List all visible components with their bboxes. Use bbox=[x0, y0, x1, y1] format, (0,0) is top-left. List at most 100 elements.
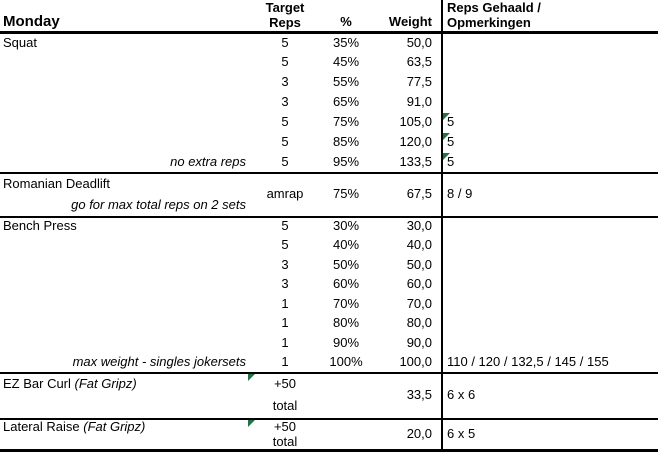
exercise-name-cell[interactable] bbox=[0, 53, 248, 73]
weight-cell[interactable]: 100,0 bbox=[370, 353, 442, 374]
exercise-name-cell[interactable] bbox=[0, 314, 248, 334]
weight-cell[interactable]: 70,0 bbox=[406, 295, 432, 311]
percent-cell[interactable]: 35% bbox=[332, 34, 360, 50]
target-reps-cell[interactable]: 1 bbox=[281, 295, 289, 311]
percent-cell[interactable]: 70% bbox=[332, 295, 360, 311]
result-cell[interactable]: 5 bbox=[441, 152, 658, 174]
weight-cell[interactable]: 80,0 bbox=[406, 315, 432, 331]
percent-cell[interactable]: 90% bbox=[332, 334, 360, 350]
exercise-name-cell[interactable] bbox=[0, 334, 248, 354]
result-cell[interactable]: 5 bbox=[441, 132, 658, 153]
exercise-name-cell[interactable]: Bench Press bbox=[3, 218, 77, 234]
weight-cell[interactable]: 133,5 bbox=[370, 152, 442, 174]
target-reps-cell[interactable]: 5 bbox=[281, 54, 289, 70]
target-reps-header-cell[interactable]: Target Reps bbox=[248, 0, 322, 34]
result-cell[interactable] bbox=[441, 255, 658, 275]
result-cell[interactable] bbox=[441, 275, 658, 295]
target-reps-cell[interactable]: +50 bbox=[248, 373, 322, 396]
weight-cell[interactable]: 63,5 bbox=[406, 54, 432, 70]
weight-cell[interactable]: 105,0 bbox=[399, 114, 432, 130]
result-cell[interactable] bbox=[441, 52, 658, 73]
weight-cell[interactable]: 77,5 bbox=[406, 74, 432, 90]
target-reps-cell[interactable]: total bbox=[248, 434, 322, 453]
exercise-name-cell[interactable] bbox=[0, 113, 248, 133]
result-cell[interactable] bbox=[441, 236, 658, 256]
exercise-name-cell[interactable] bbox=[0, 73, 248, 93]
percent-cell[interactable]: 100% bbox=[322, 353, 370, 374]
percent-cell[interactable] bbox=[322, 434, 370, 453]
weight-cell[interactable]: 90,0 bbox=[406, 334, 432, 350]
exercise-name-cell[interactable]: Squat bbox=[3, 34, 37, 50]
percent-cell[interactable]: 45% bbox=[332, 54, 360, 70]
percent-cell[interactable] bbox=[322, 419, 370, 435]
weight-cell[interactable]: 30,0 bbox=[406, 218, 432, 234]
target-reps-cell[interactable]: 5 bbox=[248, 152, 322, 174]
percent-cell[interactable]: 30% bbox=[332, 218, 360, 234]
target-reps-cell[interactable]: 5 bbox=[281, 237, 289, 253]
result-cell[interactable] bbox=[441, 32, 658, 53]
weight-cell[interactable]: 91,0 bbox=[406, 94, 432, 110]
target-reps-cell[interactable]: 3 bbox=[281, 94, 289, 110]
result-cell[interactable] bbox=[441, 314, 658, 334]
percent-header-cell[interactable]: % bbox=[322, 0, 370, 34]
result-cell[interactable] bbox=[441, 333, 658, 353]
weight-cell[interactable]: 40,0 bbox=[406, 237, 432, 253]
result-cell[interactable] bbox=[441, 72, 658, 93]
weight-cell[interactable]: 120,0 bbox=[399, 134, 432, 150]
exercise-note-cell[interactable]: no extra reps bbox=[0, 152, 248, 174]
percent-cell[interactable]: 80% bbox=[332, 315, 360, 331]
exercise-name-cell[interactable]: EZ Bar Curl (Fat Gripz) bbox=[0, 373, 248, 396]
target-reps-cell[interactable]: +50 bbox=[248, 419, 322, 435]
result-cell[interactable] bbox=[441, 92, 658, 113]
percent-cell[interactable] bbox=[322, 373, 370, 396]
exercise-note-cell[interactable]: max weight - singles jokersets bbox=[0, 353, 248, 374]
exercise-name-cell[interactable] bbox=[0, 93, 248, 113]
result-cell[interactable]: 6 x 5 bbox=[441, 418, 658, 453]
result-cell[interactable] bbox=[441, 294, 658, 314]
exercise-name-cell[interactable]: Lateral Raise (Fat Gripz) bbox=[0, 419, 248, 435]
weight-cell[interactable]: 50,0 bbox=[406, 34, 432, 50]
percent-cell[interactable]: 50% bbox=[332, 256, 360, 272]
exercise-name-cell[interactable] bbox=[0, 133, 248, 153]
exercise-name-cell[interactable] bbox=[0, 295, 248, 315]
percent-cell[interactable]: 65% bbox=[332, 94, 360, 110]
exercise-name-cell[interactable] bbox=[0, 434, 248, 453]
result-cell[interactable]: 6 x 6 bbox=[441, 372, 658, 420]
result-cell[interactable] bbox=[441, 216, 658, 236]
exercise-note-cell[interactable]: go for max total reps on 2 sets bbox=[0, 194, 248, 218]
weight-cell[interactable]: 67,5 bbox=[370, 172, 442, 218]
weight-cell[interactable]: 20,0 bbox=[370, 418, 442, 453]
weight-header-cell[interactable]: Weight bbox=[370, 0, 442, 34]
day-header-cell[interactable]: Monday bbox=[0, 0, 248, 34]
target-reps-cell[interactable]: 1 bbox=[281, 315, 289, 331]
target-reps-cell[interactable]: total bbox=[248, 395, 322, 420]
exercise-name-cell[interactable] bbox=[0, 275, 248, 295]
target-reps-cell[interactable]: 1 bbox=[281, 334, 289, 350]
target-reps-cell[interactable]: 3 bbox=[281, 74, 289, 90]
percent-cell[interactable]: 55% bbox=[332, 74, 360, 90]
result-header-cell[interactable]: Reps Gehaald / Opmerkingen bbox=[441, 0, 658, 34]
result-cell[interactable]: 5 bbox=[441, 112, 658, 133]
exercise-name-cell[interactable] bbox=[0, 256, 248, 276]
exercise-name-cell[interactable] bbox=[0, 236, 248, 256]
target-reps-cell[interactable]: 5 bbox=[281, 134, 289, 150]
percent-cell[interactable]: 40% bbox=[332, 237, 360, 253]
weight-cell[interactable]: 50,0 bbox=[406, 256, 432, 272]
target-reps-cell[interactable]: amrap bbox=[248, 172, 322, 218]
target-reps-cell[interactable]: 1 bbox=[248, 353, 322, 374]
result-cell[interactable]: 8 / 9 bbox=[441, 172, 658, 218]
target-reps-cell[interactable]: 5 bbox=[281, 218, 289, 234]
target-reps-cell[interactable]: 3 bbox=[281, 276, 289, 292]
exercise-name-cell[interactable] bbox=[0, 395, 248, 420]
percent-cell[interactable]: 75% bbox=[332, 114, 360, 130]
target-reps-cell[interactable]: 3 bbox=[281, 256, 289, 272]
weight-cell[interactable]: 33,5 bbox=[370, 372, 442, 420]
weight-cell[interactable]: 60,0 bbox=[406, 276, 432, 292]
percent-cell[interactable]: 75% bbox=[322, 172, 370, 218]
percent-cell[interactable]: 85% bbox=[332, 134, 360, 150]
target-reps-cell[interactable]: 5 bbox=[281, 114, 289, 130]
percent-cell[interactable]: 95% bbox=[322, 152, 370, 174]
result-cell[interactable]: 110 / 120 / 132,5 / 145 / 155 bbox=[441, 353, 658, 374]
target-reps-cell[interactable]: 5 bbox=[281, 34, 289, 50]
percent-cell[interactable] bbox=[322, 395, 370, 420]
